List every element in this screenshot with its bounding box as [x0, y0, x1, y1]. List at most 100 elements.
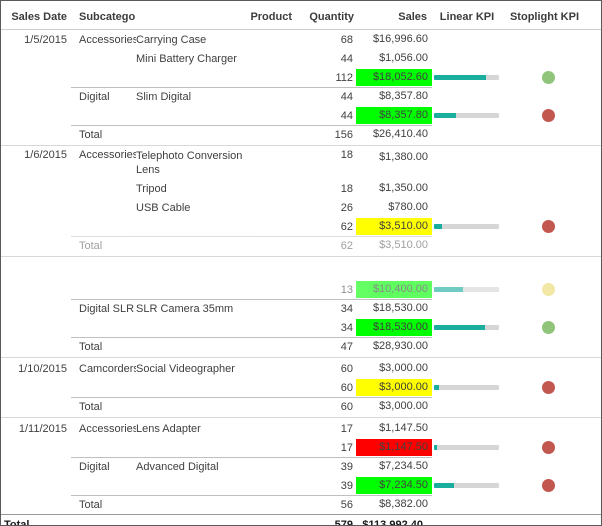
linear-kpi-track: [434, 75, 499, 80]
stoplight-kpi-cell: [502, 283, 601, 296]
sales-cell: $780.00: [354, 199, 432, 216]
sales-cell: $28,930.00: [354, 338, 432, 355]
linear-kpi-track: [434, 483, 499, 488]
total-label: Total: [79, 340, 103, 353]
obscured-row: [1, 258, 601, 280]
sales-cell: $8,357.80: [354, 88, 432, 105]
stoplight-kpi-cell: [502, 220, 601, 233]
sales-value: $3,000.00: [379, 362, 428, 374]
column-header-subcategory: Subcategory: [79, 11, 136, 23]
quantity-cell: 62: [340, 220, 353, 233]
sales-cell: $7,234.50: [354, 458, 432, 475]
group-total-row: Total 62 $3,510.00: [1, 236, 601, 255]
sales-value: $8,357.80: [379, 90, 428, 102]
stoplight-kpi-cell: [502, 109, 601, 122]
sales-cell: $26,410.40: [354, 126, 432, 143]
quantity-cell: 44: [340, 109, 353, 122]
subtotal-row: 62 $3,510.00: [1, 217, 601, 236]
quantity-cell: 26: [340, 201, 353, 214]
stoplight-kpi-cell: [502, 147, 601, 149]
sales-value: $3,510.00: [379, 239, 428, 251]
product-cell: USB Cable: [136, 201, 191, 214]
detail-row: USB Cable 26 $780.00: [1, 198, 601, 217]
column-header-stoplight-kpi: Stoplight KPI: [509, 11, 580, 23]
sales-cell: $1,147.50: [354, 420, 432, 437]
product-cell: Lens Adapter: [136, 422, 201, 435]
quantity-cell: 34: [340, 321, 353, 334]
detail-row: 1/10/2015 Camcorders Social Videographer…: [1, 359, 601, 378]
stoplight-kpi-cell: [502, 441, 601, 454]
linear-kpi-bar: [434, 483, 454, 488]
sales-value: $16,996.60: [372, 33, 428, 45]
sales-cell: $8,382.00: [354, 496, 432, 513]
quantity-cell: 13: [340, 283, 353, 296]
linear-kpi-cell: [432, 75, 502, 80]
subcategory-cell: Accessories: [79, 33, 136, 46]
sales-value: $28,930.00: [372, 340, 428, 352]
stoplight-kpi-dot: [542, 220, 555, 233]
column-header-sales: Sales: [398, 11, 427, 23]
linear-kpi-bar: [434, 385, 440, 390]
sales-value: $1,380.00: [379, 151, 428, 163]
subcategory-cell: Digital: [79, 90, 110, 103]
sales-cell: $1,147.50: [354, 439, 432, 456]
sales-value: $8,382.00: [379, 498, 428, 510]
sales-date-cell: 1/5/2015: [24, 33, 67, 46]
quantity-cell: 47: [340, 340, 353, 353]
sales-date-cell: 1/11/2015: [18, 422, 67, 435]
subcategory-cell: Digital SLR: [79, 302, 135, 315]
sales-date-cell: 1/6/2015: [24, 149, 67, 161]
quantity-cell: 56: [340, 498, 353, 511]
sales-cell: $18,530.00: [354, 300, 432, 317]
quantity-cell: 44: [340, 52, 353, 65]
quantity-cell: 156: [334, 128, 353, 141]
linear-kpi-bar: [434, 75, 486, 80]
linear-kpi-track: [434, 325, 499, 330]
grand-total-row: Total 579 $113,992.40: [1, 515, 601, 526]
quantity-cell: 39: [340, 460, 353, 473]
stoplight-kpi-dot: [542, 283, 555, 296]
product-cell: Social Videographer: [136, 362, 235, 375]
stoplight-kpi-dot: [542, 109, 555, 122]
product-cell: Telephoto Conversion Lens: [136, 150, 243, 176]
stoplight-kpi-cell: [502, 321, 601, 334]
total-label: Total: [79, 400, 103, 413]
product-cell: SLR Camera 35mm: [136, 302, 234, 315]
linear-kpi-cell: [432, 445, 502, 450]
detail-row: Digital SLR SLR Camera 35mm 34 $18,530.0…: [1, 299, 601, 318]
sales-value: $7,234.50: [379, 460, 428, 472]
sales-cell: $8,357.80: [354, 107, 432, 124]
sales-cell: $7,234.50: [354, 477, 432, 494]
sales-value: $3,000.00: [379, 400, 428, 412]
total-label: Total: [79, 239, 103, 252]
quantity-cell: 44: [340, 90, 353, 103]
subcategory-cell: Accessories: [79, 422, 136, 435]
stoplight-kpi-cell: [502, 381, 601, 394]
subcategory-cell: Camcorders: [79, 362, 136, 375]
sales-kpi-highlight: $3,510.00: [356, 218, 432, 235]
detail-row: Tripod 18 $1,350.00: [1, 179, 601, 198]
subtotal-row: 39 $7,234.50: [1, 476, 601, 495]
product-cell: Carrying Case: [136, 33, 207, 46]
stoplight-kpi-dot: [542, 71, 555, 84]
linear-kpi-track: [434, 113, 499, 118]
sales-date-cell: 1/10/2015: [18, 362, 67, 375]
grand-total-divider: [1, 514, 601, 515]
quantity-cell: 62: [340, 239, 353, 252]
group-total-row: Total 60 $3,000.00: [1, 397, 601, 416]
linear-kpi-cell: [432, 224, 502, 229]
detail-row: 1/5/2015 Accessories Carrying Case 68 $1…: [1, 30, 601, 49]
detail-row: Mini Battery Charger 44 $1,056.00: [1, 49, 601, 68]
quantity-cell: 17: [340, 422, 353, 435]
sales-cell: $3,510.00: [354, 237, 432, 254]
stoplight-kpi-cell: [502, 479, 601, 492]
subcategory-cell: Accessories: [79, 149, 136, 161]
column-header-quantity: Quantity: [309, 11, 354, 23]
grand-total-sales: $113,992.40: [362, 518, 423, 526]
quantity-cell: 18: [340, 149, 353, 161]
linear-kpi-bar: [434, 445, 437, 450]
subcategory-cell: Digital: [79, 460, 110, 473]
total-label: Total: [79, 498, 103, 511]
quantity-cell: 68: [340, 33, 353, 46]
product-cell: Tripod: [136, 182, 167, 195]
